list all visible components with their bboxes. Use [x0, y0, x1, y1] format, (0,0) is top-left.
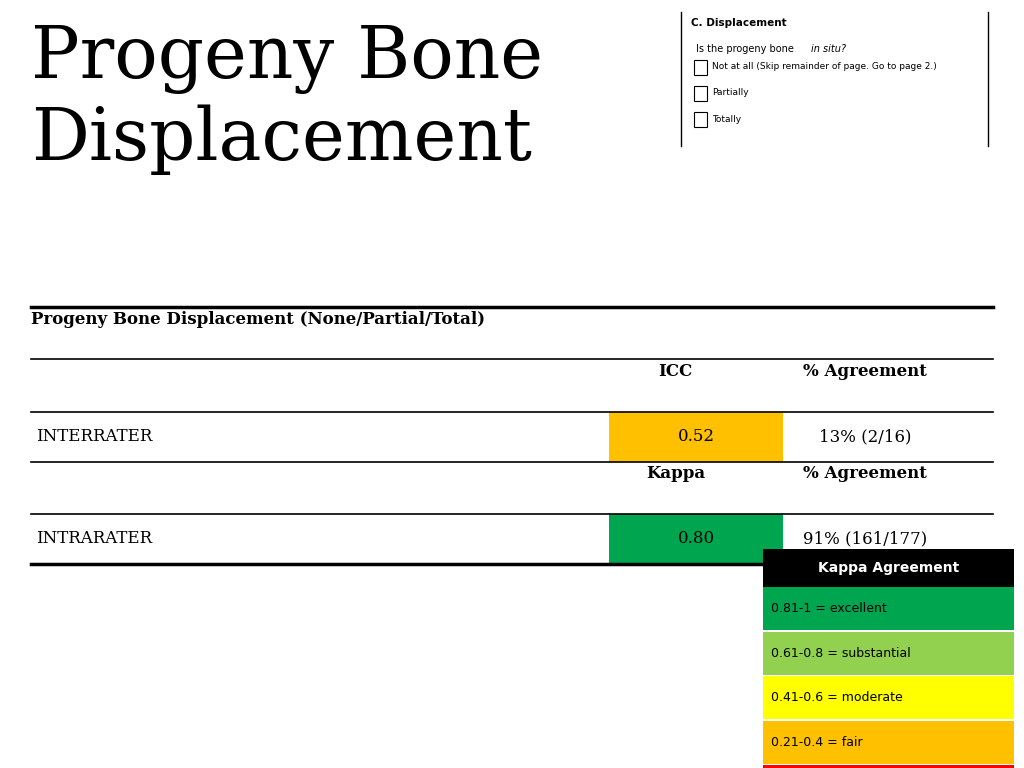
Text: Totally: Totally — [712, 114, 740, 124]
Text: 0.21-0.4 = fair: 0.21-0.4 = fair — [771, 736, 862, 749]
FancyBboxPatch shape — [763, 765, 1014, 768]
Text: 13% (2/16): 13% (2/16) — [819, 428, 911, 445]
Text: INTERRATER: INTERRATER — [36, 428, 153, 445]
FancyBboxPatch shape — [694, 112, 707, 127]
Text: C. Displacement: C. Displacement — [691, 18, 786, 28]
Text: ICC: ICC — [658, 363, 693, 380]
Text: in situ?: in situ? — [811, 44, 846, 54]
FancyBboxPatch shape — [763, 587, 1014, 630]
Text: Progeny Bone Displacement (None/Partial/Total): Progeny Bone Displacement (None/Partial/… — [31, 311, 484, 328]
Text: Is the progeny bone: Is the progeny bone — [696, 44, 798, 54]
Text: % Agreement: % Agreement — [804, 465, 927, 482]
Text: 0.80: 0.80 — [678, 530, 715, 548]
Text: Kappa: Kappa — [646, 465, 706, 482]
Text: 0.81-1 = excellent: 0.81-1 = excellent — [771, 602, 887, 615]
FancyBboxPatch shape — [609, 514, 783, 564]
Text: 0.52: 0.52 — [678, 428, 715, 445]
FancyBboxPatch shape — [609, 412, 783, 462]
Text: Kappa Agreement: Kappa Agreement — [818, 561, 958, 575]
Text: Progeny Bone
Displacement: Progeny Bone Displacement — [31, 23, 543, 175]
Text: 91% (161/177): 91% (161/177) — [803, 530, 928, 548]
Text: % Agreement: % Agreement — [804, 363, 927, 380]
Text: 0.41-0.6 = moderate: 0.41-0.6 = moderate — [771, 691, 903, 704]
FancyBboxPatch shape — [763, 631, 1014, 674]
FancyBboxPatch shape — [763, 720, 1014, 763]
FancyBboxPatch shape — [763, 549, 1014, 587]
FancyBboxPatch shape — [763, 676, 1014, 719]
FancyBboxPatch shape — [694, 60, 707, 75]
Text: INTRARATER: INTRARATER — [36, 530, 152, 548]
Text: Not at all (Skip remainder of page. Go to page 2.): Not at all (Skip remainder of page. Go t… — [712, 62, 936, 71]
FancyBboxPatch shape — [694, 86, 707, 101]
Text: 0.61-0.8 = substantial: 0.61-0.8 = substantial — [771, 647, 910, 660]
Text: Partially: Partially — [712, 88, 749, 98]
